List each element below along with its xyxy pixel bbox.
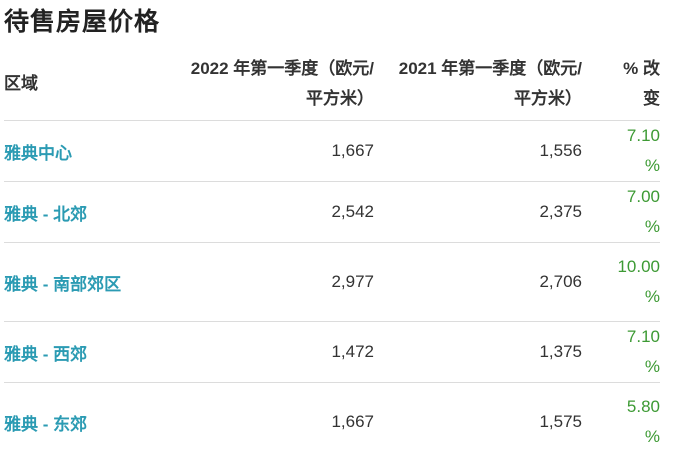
table-row: 雅典中心 1,667 1,556 7.10 % (4, 121, 660, 182)
price-2021: 1,575 (374, 383, 582, 461)
price-2021: 2,375 (374, 182, 582, 243)
header-region: 区域 (4, 54, 180, 121)
region-link[interactable]: 雅典 - 西郊 (4, 322, 180, 383)
region-link[interactable]: 雅典中心 (4, 121, 180, 182)
price-2021: 1,375 (374, 322, 582, 383)
price-2022: 2,977 (180, 243, 374, 322)
percent-change: 10.00 % (582, 243, 660, 322)
price-2022: 1,667 (180, 121, 374, 182)
page-title: 待售房屋价格 (4, 2, 160, 38)
price-2021: 2,706 (374, 243, 582, 322)
table-row: 雅典 - 南部郊区 2,977 2,706 10.00 % (4, 243, 660, 322)
header-change: % 改变 (582, 54, 660, 121)
header-q1-2022: 2022 年第一季度（欧元/平方米） (180, 54, 374, 121)
region-link[interactable]: 雅典 - 东郊 (4, 383, 180, 461)
region-link[interactable]: 雅典 - 南部郊区 (4, 243, 180, 322)
table-row: 雅典 - 北郊 2,542 2,375 7.00 % (4, 182, 660, 243)
region-link[interactable]: 雅典 - 北郊 (4, 182, 180, 243)
table-header-row: 区域 2022 年第一季度（欧元/平方米） 2021 年第一季度（欧元/平方米）… (4, 54, 660, 121)
price-2022: 1,472 (180, 322, 374, 383)
table-row: 雅典 - 东郊 1,667 1,575 5.80 % (4, 383, 660, 461)
price-2022: 2,542 (180, 182, 374, 243)
percent-change: 7.00 % (582, 182, 660, 243)
price-2022: 1,667 (180, 383, 374, 461)
house-price-table: 区域 2022 年第一季度（欧元/平方米） 2021 年第一季度（欧元/平方米）… (4, 54, 660, 461)
table-row: 雅典 - 西郊 1,472 1,375 7.10 % (4, 322, 660, 383)
percent-change: 5.80 % (582, 383, 660, 461)
percent-change: 7.10 % (582, 322, 660, 383)
price-2021: 1,556 (374, 121, 582, 182)
header-q1-2021: 2021 年第一季度（欧元/平方米） (374, 54, 582, 121)
percent-change: 7.10 % (582, 121, 660, 182)
